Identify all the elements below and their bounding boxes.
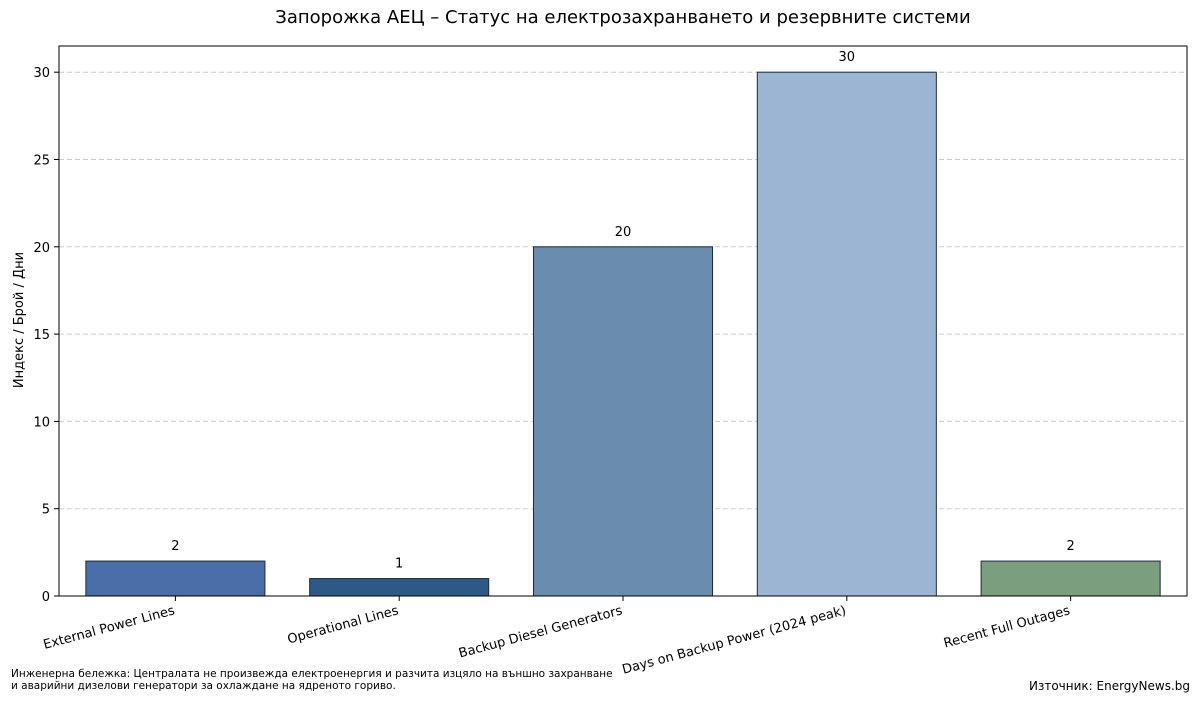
y-tick-label: 25: [33, 153, 50, 168]
y-tick-label: 0: [42, 590, 50, 605]
data-labels: 2 1 20 30 2: [171, 50, 1075, 571]
y-tick-label: 30: [33, 66, 50, 81]
bar: [309, 578, 490, 597]
bar: [980, 560, 1161, 597]
x-tick-label: Backup Diesel Generators: [457, 603, 624, 661]
bars: [85, 71, 1161, 597]
bar: [532, 246, 714, 597]
x-tick-label: External Power Lines: [42, 603, 177, 653]
bar-value-label: 30: [839, 50, 856, 65]
x-tick-label: Operational Lines: [286, 603, 400, 647]
y-tick-label: 20: [33, 241, 50, 256]
x-tick-label: Days on Backup Power (2024 peak): [621, 603, 848, 677]
bar: [756, 71, 937, 597]
y-axis-ticks: 0 5 10 15 20 25 30: [33, 66, 59, 605]
y-axis-label: Индекс / Брой / Дни: [12, 252, 27, 388]
footnote-line-2: и аварийни дизелови генератори за охлажд…: [11, 680, 396, 692]
source-note: Източник: EnergyNews.bg: [1028, 679, 1190, 693]
y-tick-label: 5: [42, 503, 50, 518]
y-tick-label: 15: [33, 328, 50, 343]
bar-value-label: 2: [1066, 539, 1074, 554]
x-axis-ticks: External Power Lines Operational Lines Bac…: [42, 596, 1072, 678]
bar: [85, 560, 266, 597]
chart-title: Запорожка АЕЦ – Статус на електрозахранв…: [275, 7, 971, 28]
footnote-line-1: Инженерна бележка: Централата не произве…: [11, 668, 613, 680]
y-tick-label: 10: [33, 415, 50, 430]
bar-value-label: 20: [615, 225, 632, 240]
bar-value-label: 2: [171, 539, 179, 554]
footnote: Инженерна бележка: Централата не произве…: [11, 668, 613, 692]
x-tick-label: Recent Full Outages: [942, 603, 1072, 651]
bar-value-label: 1: [395, 557, 403, 572]
